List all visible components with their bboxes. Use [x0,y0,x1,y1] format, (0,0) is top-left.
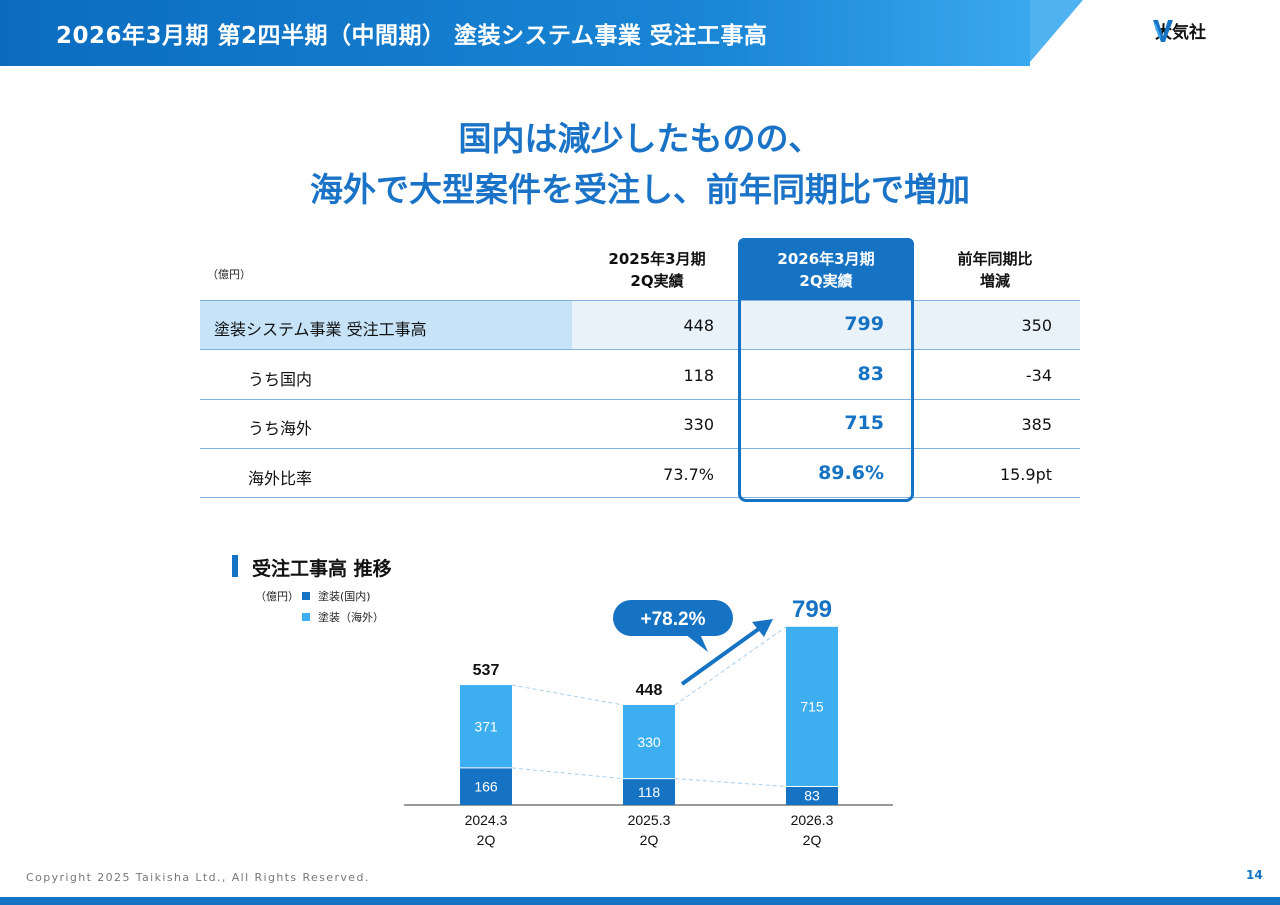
data-label-overseas: 330 [637,734,661,750]
data-label-total: 537 [473,662,500,679]
table-divider [200,399,1080,400]
chart-section-title: 受注工事高 推移 [252,558,392,580]
data-label-domestic: 118 [638,784,661,800]
header-banner: 2026年3月期 第2四半期（中間期） 塗装システム事業 受注工事高 大気社 [0,0,1280,66]
column-header-prev: 2025年3月期 2Q実績 [608,250,706,290]
table-divider [200,497,1080,498]
bar-overseas [460,685,512,768]
legend-swatch-overseas [302,613,310,621]
total-row-label-bg [200,301,572,349]
growth-callout-text: +78.2% [641,609,706,630]
total-row-values-bg [572,301,1080,349]
connector-line [511,684,624,706]
bar-overseas [623,704,675,779]
column-header-current: 2026年3月期 2Q実績 [777,250,875,290]
connector-line [674,626,787,706]
growth-arrow-head [752,619,773,637]
connector-line [511,767,624,780]
row-label-overseas: うち海外 [248,419,313,438]
cell-diff-total: 350 [1021,316,1052,335]
section-marker [232,555,238,577]
legend-label-domestic: 塗装(国内) [318,590,371,603]
header-banner-shape [0,0,1083,66]
cell-prev-domestic: 118 [683,366,714,385]
page-title: 2026年3月期 第2四半期（中間期） 塗装システム事業 受注工事高 [56,23,768,49]
legend-swatch-domestic [302,592,310,600]
growth-arrow [680,626,762,686]
data-label-domestic: 166 [474,778,498,794]
row-label-overseas-ratio: 海外比率 [248,469,313,488]
x-tick-label: 2025.3 [628,812,671,828]
growth-callout-tail [685,634,708,652]
x-tick-label: 2Q [640,832,659,848]
current-column-highlight [738,238,914,502]
company-logo: 大気社 [1152,18,1206,43]
bar-domestic [786,786,838,805]
table-divider [200,349,1080,350]
data-label-total: 799 [792,596,832,623]
bar-domestic [623,778,675,805]
copyright-text: Copyright 2025 Taikisha Ltd., All Rights… [26,871,370,884]
current-column-header-bg: 2026年3月期 2Q実績 [738,238,914,300]
data-label-total: 448 [636,682,663,699]
x-tick-label: 2026.3 [791,812,834,828]
row-label-domestic: うち国内 [248,370,313,389]
cell-prev-ratio: 73.7% [663,465,714,484]
growth-callout [613,600,733,636]
footer-bar [0,897,1280,905]
cell-curr-overseas: 715 [844,412,884,434]
table-unit-label: （億円） [207,268,251,281]
legend-domestic: 塗装(国内) [302,588,371,604]
x-tick-label: 2Q [803,832,822,848]
chart-unit-label: （億円） [255,590,299,603]
data-label-domestic: 83 [804,788,820,804]
cell-curr-ratio: 89.6% [818,462,884,484]
table-divider [200,300,1080,301]
connector-line [674,778,787,787]
cell-prev-overseas: 330 [683,415,714,434]
cell-curr-domestic: 83 [857,363,884,385]
data-label-overseas: 715 [800,699,824,715]
legend-overseas: 塗装（海外） [302,609,384,625]
legend-label-overseas: 塗装（海外） [318,611,384,624]
x-tick-label: 2Q [477,832,496,848]
data-label-overseas: 371 [474,719,498,735]
cell-curr-total: 799 [844,313,884,335]
cell-diff-ratio: 15.9pt [999,465,1052,484]
column-header-diff: 前年同期比 増減 [957,250,1033,290]
page-number: 14 [1246,868,1263,882]
logo-mark-icon [1153,20,1173,42]
row-label-total: 塗装システム事業 受注工事高 [214,320,427,339]
headline-line1: 国内は減少したものの、 [458,119,822,158]
cell-diff-overseas: 385 [1021,415,1052,434]
headline-line2: 海外で大型案件を受注し、前年同期比で増加 [310,170,970,209]
cell-diff-domestic: -34 [1025,366,1052,385]
cell-prev-total: 448 [683,316,714,335]
bar-domestic [460,767,512,805]
table-divider [200,448,1080,449]
x-tick-label: 2024.3 [465,812,508,828]
bar-overseas [786,626,838,787]
